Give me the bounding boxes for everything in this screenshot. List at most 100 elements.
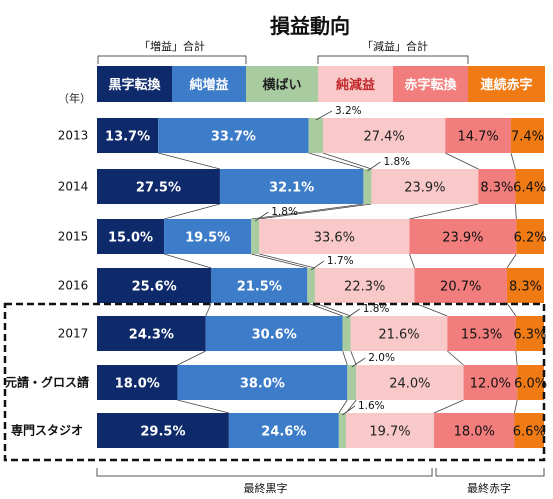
bar-segment: [434, 413, 515, 448]
connector-line: [177, 399, 229, 414]
bar-segment: [517, 365, 544, 400]
bar-segment: [205, 316, 343, 351]
bar-segment: [506, 268, 544, 303]
data-label: 33.7%: [211, 130, 256, 145]
data-label: 1.8%: [363, 303, 390, 315]
data-label: 20.7%: [440, 280, 481, 295]
data-label: 33.6%: [314, 231, 355, 246]
bar-segment: [219, 169, 364, 204]
bar-segment: [342, 316, 351, 351]
bracket-loss: [435, 468, 545, 477]
callout-line: [310, 260, 325, 271]
data-label: 2.0%: [368, 352, 395, 364]
data-label: 6.0%: [514, 377, 547, 392]
bar-segment: [97, 219, 165, 254]
connector-line: [409, 253, 415, 269]
connector-line: [163, 203, 221, 220]
category-label: 2014: [58, 180, 89, 194]
bar-segment: [350, 316, 448, 351]
data-label: 25.6%: [132, 280, 177, 295]
data-label: 24.3%: [129, 328, 174, 343]
bar-segment: [478, 169, 516, 204]
bar-segment: [516, 219, 544, 254]
data-label: 22.3%: [344, 280, 385, 295]
connector-line: [409, 203, 479, 220]
legend-swatch: [393, 66, 468, 102]
bar-segment: [338, 413, 346, 448]
connector-line: [158, 152, 221, 170]
data-label: 32.1%: [269, 181, 314, 196]
data-label: 7.4%: [511, 130, 544, 145]
category-label: 2016: [58, 279, 89, 293]
legend-label: 連続赤字: [480, 77, 532, 93]
callout-line: [342, 405, 356, 416]
bar-segment: [97, 118, 159, 153]
connector-line: [506, 302, 517, 317]
bar-segment: [164, 219, 252, 254]
connector-line: [314, 302, 351, 317]
bar-segment: [97, 316, 206, 351]
connector-line: [177, 350, 206, 366]
data-label: 19.5%: [185, 231, 230, 246]
data-label: 6.3%: [513, 328, 546, 343]
connector-line: [414, 302, 448, 317]
bar-segment: [314, 268, 415, 303]
legend-swatch: [468, 66, 545, 102]
connector-line: [510, 152, 516, 170]
connector-line: [322, 152, 372, 170]
bar-segment: [211, 268, 308, 303]
legend-label: 純増益: [189, 77, 228, 93]
connector-line: [259, 253, 316, 269]
bar-segment: [414, 268, 507, 303]
data-label: 23.9%: [442, 231, 483, 246]
callout-line: [346, 308, 360, 319]
legend-swatch: [97, 66, 172, 102]
data-label: 27.4%: [363, 130, 404, 145]
legend-swatch: [246, 66, 318, 102]
category-label: 元請・グロス請: [5, 375, 89, 390]
data-label: 21.5%: [237, 280, 282, 295]
data-label: 21.6%: [378, 328, 419, 343]
bar-segment: [510, 118, 544, 153]
category-label: 専門スタジオ: [11, 423, 83, 438]
connector-line: [514, 399, 518, 414]
data-label: 18.0%: [115, 377, 160, 392]
data-label: 30.6%: [252, 328, 297, 343]
chart-title: 損益動向: [270, 14, 350, 38]
connector-line: [251, 253, 308, 269]
connector-line: [445, 152, 479, 170]
data-label: 6.2%: [514, 231, 547, 246]
legend-label: 赤字転換: [404, 77, 457, 93]
bar-segment: [447, 316, 516, 351]
callout-line: [367, 161, 381, 172]
bar-segment: [97, 268, 212, 303]
bar-segment: [228, 413, 339, 448]
data-label: 15.3%: [461, 328, 502, 343]
bar-segment: [307, 268, 315, 303]
connector-line: [259, 203, 372, 220]
bar-segment: [177, 365, 348, 400]
bar-segment: [363, 169, 372, 204]
connector-line: [506, 253, 517, 269]
data-label: 8.3%: [509, 280, 542, 295]
connector-line: [308, 152, 364, 170]
data-label: 27.5%: [136, 181, 181, 196]
connector-line: [515, 350, 518, 366]
bar-segment: [356, 365, 464, 400]
bottom-label-profit: 最終黒字: [244, 481, 288, 495]
category-label: 2017: [58, 327, 89, 341]
bar-segment: [308, 118, 323, 153]
bar-segment: [251, 219, 260, 254]
callout-line: [351, 357, 366, 368]
data-label: 6.4%: [513, 181, 546, 196]
data-label: 1.6%: [358, 400, 385, 412]
bar-segment: [158, 118, 309, 153]
bracket-profit: [96, 468, 433, 477]
group-bracket-decrease: [317, 55, 469, 64]
connector-line: [338, 399, 348, 414]
bar-segment: [463, 365, 518, 400]
data-label: 18.0%: [454, 425, 495, 440]
data-label: 8.3%: [480, 181, 513, 196]
data-label: 38.0%: [240, 377, 285, 392]
